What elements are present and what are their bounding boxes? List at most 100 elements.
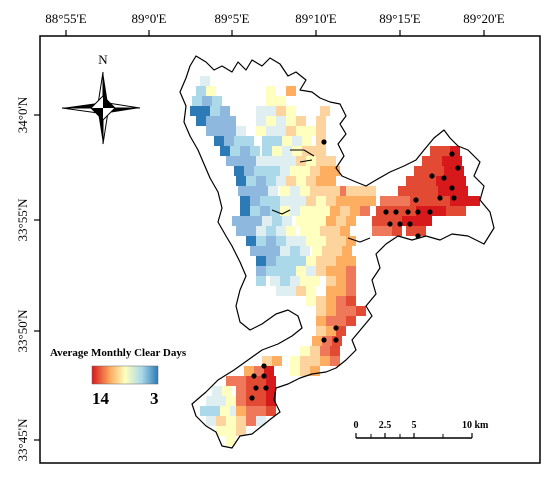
raster-cell xyxy=(238,186,248,196)
raster-cell xyxy=(226,376,236,386)
raster-cell xyxy=(340,206,350,216)
raster-cell xyxy=(236,426,246,436)
raster-cell xyxy=(456,176,466,186)
raster-cell xyxy=(326,196,336,206)
raster-cell xyxy=(320,166,330,176)
raster-cell xyxy=(280,246,290,256)
raster-cell xyxy=(316,116,326,126)
raster-cell xyxy=(336,296,346,306)
raster-cell xyxy=(340,226,350,236)
raster-cell xyxy=(262,356,272,366)
raster-cell xyxy=(282,146,292,156)
raster-cell xyxy=(286,156,296,166)
raster-cell xyxy=(372,226,382,236)
raster-cell xyxy=(386,206,396,216)
raster-cell xyxy=(256,386,266,396)
raster-cell xyxy=(264,366,274,376)
raster-cell xyxy=(356,306,366,316)
raster-cell xyxy=(372,216,382,226)
raster-cell xyxy=(306,216,316,226)
raster-cell xyxy=(250,246,260,256)
raster-cell xyxy=(426,176,436,186)
raster-cell xyxy=(266,96,276,106)
raster-cell xyxy=(266,156,276,166)
raster-cell xyxy=(356,186,366,196)
raster-cell xyxy=(422,156,432,166)
raster-cell xyxy=(286,236,296,246)
raster-cell xyxy=(246,156,256,166)
raster-cell xyxy=(316,256,326,266)
raster-cell xyxy=(346,266,356,276)
raster-cell xyxy=(390,196,400,206)
raster-cell xyxy=(266,176,276,186)
legend-title: Average Monthly Clear Days xyxy=(50,347,187,359)
raster-cell xyxy=(340,186,350,196)
raster-cell xyxy=(440,146,450,156)
raster-cell xyxy=(220,106,230,116)
raster-cell xyxy=(266,406,276,416)
raster-cell xyxy=(316,156,326,166)
raster-cell xyxy=(336,216,346,226)
raster-cell xyxy=(392,216,402,226)
raster-cell xyxy=(224,136,234,146)
raster-cell xyxy=(202,96,212,106)
raster-cell xyxy=(300,246,310,256)
raster-cell xyxy=(330,206,340,216)
raster-cell xyxy=(416,226,426,236)
sample-point xyxy=(249,395,255,401)
raster-cell xyxy=(412,216,422,226)
raster-cell xyxy=(442,156,452,166)
sample-point xyxy=(429,173,435,179)
raster-cell xyxy=(260,196,270,206)
raster-cell xyxy=(236,176,246,186)
raster-cell xyxy=(418,186,428,196)
raster-cell xyxy=(444,166,454,176)
raster-cell xyxy=(306,296,316,306)
raster-cell xyxy=(320,206,330,216)
sample-point xyxy=(333,325,339,331)
raster-cell xyxy=(226,126,236,136)
raster-cell xyxy=(280,276,290,286)
raster-cell xyxy=(316,136,326,146)
raster-cell xyxy=(296,196,306,206)
raster-cell xyxy=(232,216,242,226)
raster-cell xyxy=(290,246,300,256)
raster-cell xyxy=(300,276,310,286)
raster-cell xyxy=(256,256,266,266)
raster-cell xyxy=(270,246,280,256)
raster-cell xyxy=(280,206,290,216)
raster-cell xyxy=(316,316,326,326)
raster-cell xyxy=(296,126,306,136)
raster-cell xyxy=(286,106,296,116)
raster-cell xyxy=(336,196,346,206)
raster-cell xyxy=(300,356,310,366)
raster-cell xyxy=(190,106,200,116)
raster-cell xyxy=(316,306,326,316)
raster-cell xyxy=(290,356,300,366)
raster-cell xyxy=(346,216,356,226)
raster-cell xyxy=(330,186,340,196)
raster-cell xyxy=(428,186,438,196)
raster-cell xyxy=(300,186,310,196)
raster-cell xyxy=(200,76,210,86)
raster-cell xyxy=(292,136,302,146)
raster-cell xyxy=(290,206,300,216)
raster-cell xyxy=(256,236,266,246)
raster-cell xyxy=(346,236,356,246)
raster-cell xyxy=(300,346,310,356)
raster-cell xyxy=(272,216,282,226)
raster-cell xyxy=(244,366,254,376)
raster-cell xyxy=(220,406,230,416)
raster-cell xyxy=(244,166,254,176)
raster-cell xyxy=(296,286,306,296)
raster-cell xyxy=(326,306,336,316)
raster-cell xyxy=(212,96,222,106)
raster-cell xyxy=(306,286,316,296)
legend-colorbar xyxy=(91,365,159,385)
raster-cell xyxy=(244,136,254,146)
raster-cell xyxy=(316,216,326,226)
raster-cell xyxy=(240,146,250,156)
sample-point xyxy=(451,195,457,201)
raster-cell xyxy=(366,186,376,196)
raster-cell xyxy=(454,166,464,176)
